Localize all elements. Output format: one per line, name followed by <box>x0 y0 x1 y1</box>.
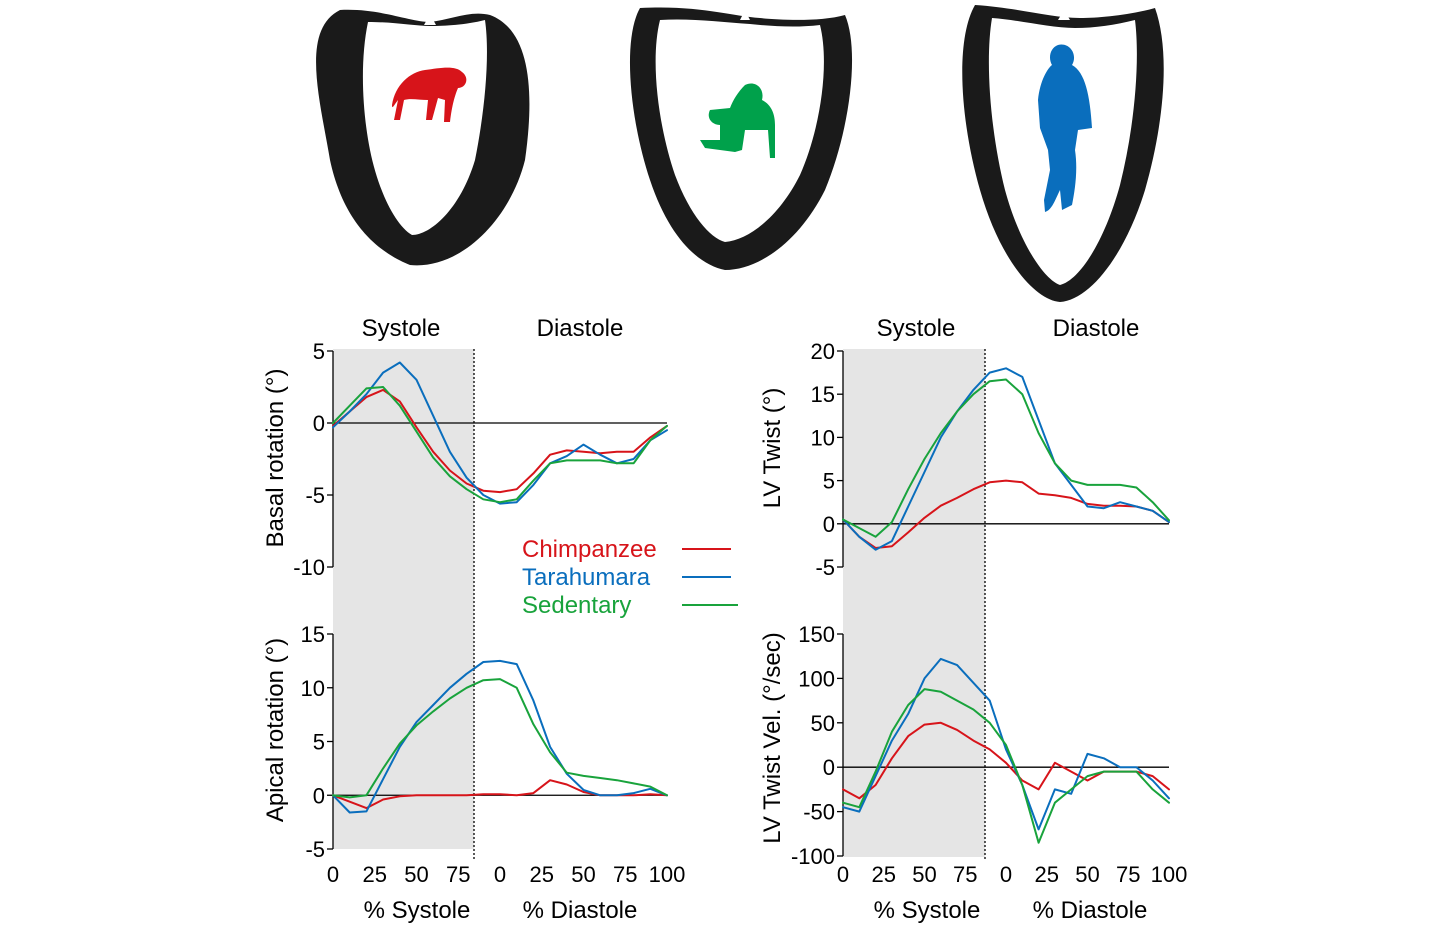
sitting-person-figure <box>700 83 775 158</box>
y-tick-label: -5 <box>815 555 835 580</box>
legend: Chimpanzee Tarahumara Sedentary <box>522 536 738 619</box>
y-tick-label: 10 <box>811 425 835 450</box>
apical-rotation-ylabel: Apical rotation (°) <box>262 638 289 822</box>
apical-rotation-panel: 15 10 5 0 -5 <box>301 622 668 862</box>
x-tick-label: 25 <box>872 862 896 887</box>
y-tick-label: -10 <box>293 555 325 580</box>
y-tick-label: 5 <box>823 469 835 494</box>
x-tick-label: 50 <box>912 862 936 887</box>
y-tick-label: -5 <box>305 837 325 862</box>
series-line-tarahumara <box>332 361 668 505</box>
lv-twist-panel: 20 15 10 5 0 -5 <box>811 339 1170 580</box>
y-tick-label: 0 <box>313 783 325 808</box>
y-tick-label: 100 <box>798 666 835 691</box>
x-ticks-right: 0 25 50 75 0 25 50 75 100 <box>837 862 1187 887</box>
x-tick-label: 0 <box>327 862 339 887</box>
y-tick-label: -100 <box>791 844 835 869</box>
y-tick-label: -5 <box>305 483 325 508</box>
series-line-tarahumara <box>842 367 1170 551</box>
y-tick-label: 5 <box>313 730 325 755</box>
series-line-tarahumara <box>842 657 1170 831</box>
x-ticks-left: 0 25 50 75 0 25 50 75 100 <box>327 862 685 887</box>
standing-runner-figure <box>1038 44 1092 213</box>
series-line-sedentary <box>332 678 668 799</box>
x-label-systole-right: % Systole <box>874 897 981 924</box>
y-tick-label: 50 <box>811 711 835 736</box>
legend-label-tarahumara: Tarahumara <box>522 564 651 591</box>
chimpanzee-figure <box>392 67 467 122</box>
y-tick-label: -50 <box>803 800 835 825</box>
x-tick-label: 75 <box>613 862 637 887</box>
x-tick-label: 50 <box>571 862 595 887</box>
x-tick-label: 25 <box>1035 862 1059 887</box>
series-line-sedentary <box>842 378 1170 538</box>
systole-header-right: Systole <box>877 315 956 342</box>
y-tick-label: 5 <box>313 339 325 364</box>
y-tick-label: 150 <box>798 622 835 647</box>
y-tick-label: 20 <box>811 339 835 364</box>
legend-label-sedentary: Sedentary <box>522 592 631 619</box>
basal-rotation-panel: 5 0 -5 -10 <box>293 339 668 580</box>
x-tick-label: 75 <box>1116 862 1140 887</box>
y-tick-label: 0 <box>823 755 835 780</box>
x-label-diastole-left: % Diastole <box>523 897 638 924</box>
lv-twist-velocity-panel: 150 100 50 0 -50 -100 <box>791 622 1170 869</box>
series-line-chimpanzee <box>842 479 1170 549</box>
lv-twist-velocity-ylabel: LV Twist Vel. (°/sec) <box>759 632 786 843</box>
basal-rotation-ylabel: Basal rotation (°) <box>262 368 289 547</box>
y-tick-label: 0 <box>823 512 835 537</box>
y-tick-label: 0 <box>313 411 325 436</box>
x-tick-label: 50 <box>1075 862 1099 887</box>
diastole-header-right: Diastole <box>1053 315 1140 342</box>
x-tick-label: 25 <box>363 862 387 887</box>
x-tick-label: 50 <box>404 862 428 887</box>
series-line-sedentary <box>842 688 1170 844</box>
legend-label-chimpanzee: Chimpanzee <box>522 536 657 563</box>
y-tick-label: 15 <box>301 622 325 647</box>
y-tick-label: 15 <box>811 382 835 407</box>
x-tick-label: 0 <box>494 862 506 887</box>
series-line-tarahumara <box>332 659 668 814</box>
x-label-diastole-right: % Diastole <box>1033 897 1148 924</box>
y-tick-label: 10 <box>301 676 325 701</box>
x-tick-label: 75 <box>953 862 977 887</box>
lv-twist-ylabel: LV Twist (°) <box>759 388 786 509</box>
x-tick-label: 75 <box>446 862 470 887</box>
x-tick-label: 100 <box>1151 862 1188 887</box>
heart-chimpanzee <box>316 9 530 266</box>
x-tick-label: 0 <box>1000 862 1012 887</box>
systole-shade-left <box>333 349 474 849</box>
x-label-systole-left: % Systole <box>364 897 471 924</box>
x-tick-label: 100 <box>649 862 686 887</box>
x-tick-label: 25 <box>530 862 554 887</box>
series-line-sedentary <box>332 386 668 504</box>
systole-shade-right <box>843 349 985 857</box>
x-tick-label: 0 <box>837 862 849 887</box>
diastole-header-left: Diastole <box>537 315 624 342</box>
systole-header-left: Systole <box>362 315 441 342</box>
